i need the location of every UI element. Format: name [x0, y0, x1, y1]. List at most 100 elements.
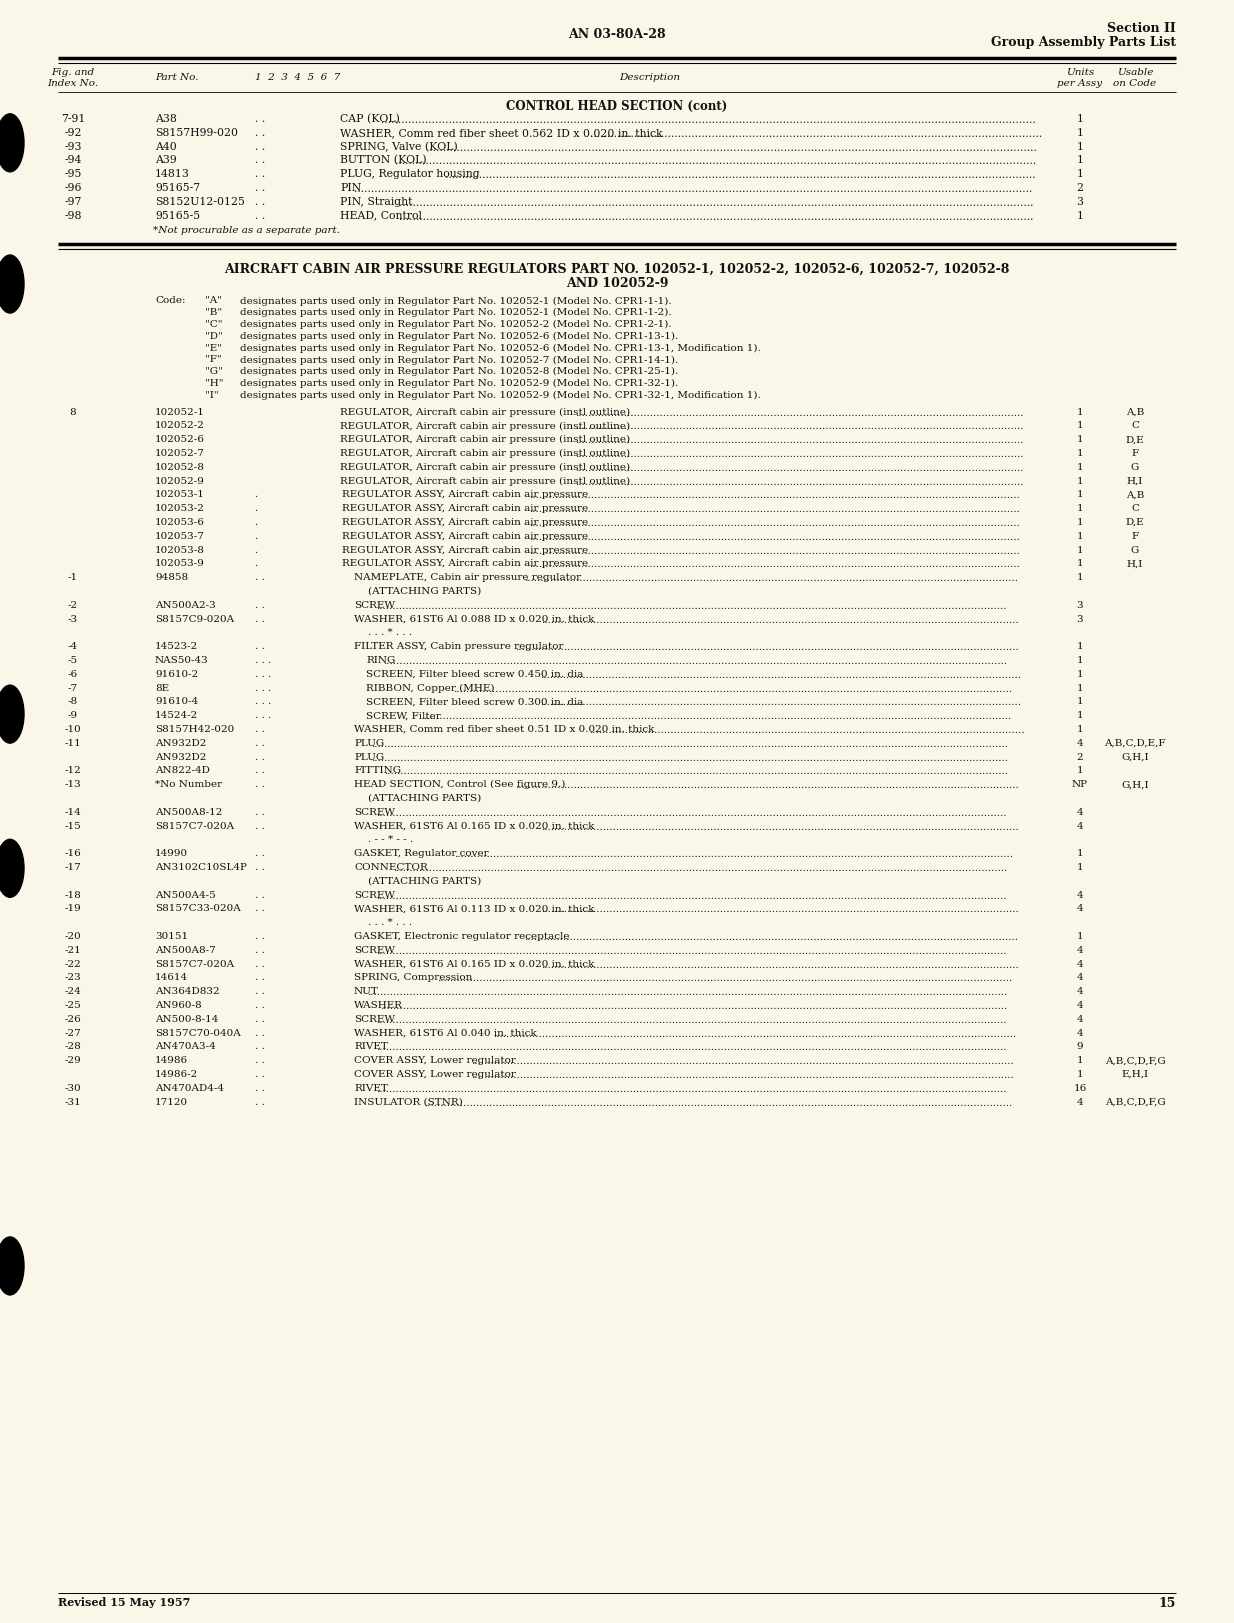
- Text: SPRING, Compression: SPRING, Compression: [354, 974, 473, 982]
- Text: . .: . .: [255, 1001, 268, 1010]
- Text: -7: -7: [68, 683, 78, 693]
- Text: C: C: [1132, 422, 1139, 430]
- Text: H,I: H,I: [1127, 477, 1143, 485]
- Text: . .: . .: [255, 573, 268, 583]
- Text: -12: -12: [64, 766, 81, 776]
- Text: ................................................................................: ........................................…: [385, 768, 1008, 776]
- Text: WASHER: WASHER: [354, 1001, 404, 1010]
- Text: . . . * . . .: . . . * . . .: [368, 628, 412, 638]
- Text: ................................................................................: ........................................…: [529, 547, 1019, 555]
- Text: ................................................................................: ........................................…: [437, 974, 1012, 984]
- Text: AN932D2: AN932D2: [155, 738, 206, 748]
- Text: designates parts used only in Regulator Part No. 102052-1 (Model No. CPR1-1-1).: designates parts used only in Regulator …: [239, 297, 671, 305]
- Ellipse shape: [0, 685, 23, 743]
- Text: 2: 2: [1077, 753, 1083, 761]
- Text: . .: . .: [255, 615, 268, 623]
- Text: AN470AD4-4: AN470AD4-4: [155, 1084, 225, 1092]
- Text: . .: . .: [255, 1084, 268, 1092]
- Text: D,E: D,E: [1125, 435, 1144, 445]
- Text: D,E: D,E: [1125, 518, 1144, 527]
- Text: AIRCRAFT CABIN AIR PRESSURE REGULATORS PART NO. 102052-1, 102052-2, 102052-6, 10: AIRCRAFT CABIN AIR PRESSURE REGULATORS P…: [225, 263, 1009, 276]
- Text: CONNECTOR: CONNECTOR: [354, 863, 428, 872]
- Text: A,B,C,D,F,G: A,B,C,D,F,G: [1104, 1097, 1165, 1107]
- Text: RIVET: RIVET: [354, 1084, 387, 1092]
- Text: AND 102052-9: AND 102052-9: [565, 278, 669, 291]
- Text: GASKET, Regulator cover: GASKET, Regulator cover: [354, 849, 489, 859]
- Text: COVER ASSY, Lower regulator: COVER ASSY, Lower regulator: [354, 1057, 516, 1065]
- Text: WASHER, 61ST6 Al 0.088 ID x 0.020 in. thick: WASHER, 61ST6 Al 0.088 ID x 0.020 in. th…: [354, 615, 595, 623]
- Text: ................................................................................: ........................................…: [422, 712, 1011, 721]
- Text: 4: 4: [1077, 808, 1083, 816]
- Text: REGULATOR ASSY, Aircraft cabin air pressure: REGULATOR ASSY, Aircraft cabin air press…: [342, 560, 589, 568]
- Text: ................................................................................: ........................................…: [375, 946, 1006, 956]
- Text: GASKET, Electronic regulator receptacle: GASKET, Electronic regulator receptacle: [354, 932, 570, 941]
- Text: ................................................................................: ........................................…: [375, 602, 1006, 610]
- Text: ................................................................................: ........................................…: [529, 532, 1019, 542]
- Text: ................................................................................: ........................................…: [529, 560, 1019, 570]
- Text: . .: . .: [255, 863, 268, 872]
- Text: -26: -26: [64, 1014, 81, 1024]
- Text: 4: 4: [1077, 1014, 1083, 1024]
- Text: -9: -9: [68, 711, 78, 721]
- Text: -16: -16: [64, 849, 81, 859]
- Text: 1: 1: [1076, 128, 1083, 138]
- Text: REGULATOR ASSY, Aircraft cabin air pressure: REGULATOR ASSY, Aircraft cabin air press…: [342, 532, 589, 540]
- Text: 1: 1: [1077, 560, 1083, 568]
- Text: designates parts used only in Regulator Part No. 102052-7 (Model No. CPR1-14-1).: designates parts used only in Regulator …: [239, 355, 679, 365]
- Text: 1: 1: [1077, 711, 1083, 721]
- Text: PLUG: PLUG: [354, 738, 384, 748]
- Text: . .: . .: [255, 808, 268, 816]
- Text: . .: . .: [255, 1014, 268, 1024]
- Text: ................................................................................: ........................................…: [575, 409, 1023, 417]
- Text: -13: -13: [64, 781, 81, 789]
- Text: .: .: [255, 532, 262, 540]
- Text: RIVET: RIVET: [354, 1042, 387, 1052]
- Text: REGULATOR, Aircraft cabin air pressure (instl outline): REGULATOR, Aircraft cabin air pressure (…: [341, 435, 631, 445]
- Text: A,B: A,B: [1125, 490, 1144, 500]
- Text: CONTROL HEAD SECTION (cont): CONTROL HEAD SECTION (cont): [506, 101, 728, 114]
- Text: AN470A3-4: AN470A3-4: [155, 1042, 216, 1052]
- Text: ................................................................................: ........................................…: [354, 183, 1032, 195]
- Text: S8157H42-020: S8157H42-020: [155, 725, 234, 734]
- Text: HEAD, Control: HEAD, Control: [341, 211, 422, 221]
- Text: ................................................................................: ........................................…: [540, 670, 1021, 680]
- Text: ................................................................................: ........................................…: [589, 725, 1024, 735]
- Text: . . .: . . .: [255, 683, 274, 693]
- Text: WASHER, 61ST6 Al 0.165 ID x 0.020 in. thick: WASHER, 61ST6 Al 0.165 ID x 0.020 in. th…: [354, 959, 595, 969]
- Text: (ATTACHING PARTS): (ATTACHING PARTS): [368, 794, 481, 803]
- Text: AN822-4D: AN822-4D: [155, 766, 210, 776]
- Text: AN500A8-12: AN500A8-12: [155, 808, 222, 816]
- Text: PIN, Straight: PIN, Straight: [341, 196, 412, 206]
- Text: WASHER, 61ST6 Al 0.113 ID x 0.020 in. thick: WASHER, 61ST6 Al 0.113 ID x 0.020 in. th…: [354, 904, 595, 914]
- Text: ................................................................................: ........................................…: [375, 891, 1006, 901]
- Text: 3: 3: [1077, 601, 1083, 610]
- Text: SCREW, Filter: SCREW, Filter: [366, 711, 441, 721]
- Text: 102053-8: 102053-8: [155, 545, 205, 555]
- Text: -10: -10: [64, 725, 81, 734]
- Text: designates parts used only in Regulator Part No. 102052-8 (Model No. CPR1-25-1).: designates parts used only in Regulator …: [239, 367, 679, 377]
- Text: REGULATOR, Aircraft cabin air pressure (instl outline): REGULATOR, Aircraft cabin air pressure (…: [341, 450, 631, 458]
- Text: 102052-6: 102052-6: [155, 435, 205, 445]
- Text: designates parts used only in Regulator Part No. 102052-9 (Model No. CPR1-32-1, : designates parts used only in Regulator …: [239, 391, 760, 399]
- Text: ................................................................................: ........................................…: [575, 450, 1023, 459]
- Text: .: .: [255, 490, 262, 500]
- Text: ................................................................................: ........................................…: [575, 422, 1023, 432]
- Text: Units: Units: [1066, 68, 1095, 76]
- Text: ................................................................................: ........................................…: [529, 505, 1019, 514]
- Text: ................................................................................: ........................................…: [515, 781, 1019, 790]
- Text: -29: -29: [64, 1057, 81, 1065]
- Text: -1: -1: [68, 573, 78, 583]
- Text: "F": "F": [205, 355, 222, 365]
- Text: 1: 1: [1077, 573, 1083, 583]
- Text: ................................................................................: ........................................…: [471, 1071, 1014, 1079]
- Text: Index No.: Index No.: [47, 80, 99, 88]
- Text: F: F: [1132, 450, 1139, 458]
- Text: 4: 4: [1077, 904, 1083, 914]
- Text: WASHER, Comm red fiber sheet 0.562 ID x 0.020 in. thick: WASHER, Comm red fiber sheet 0.562 ID x …: [341, 128, 663, 138]
- Text: .: .: [255, 560, 262, 568]
- Text: -2: -2: [68, 601, 78, 610]
- Text: 14614: 14614: [155, 974, 188, 982]
- Text: -31: -31: [64, 1097, 81, 1107]
- Text: 2: 2: [1076, 183, 1083, 193]
- Text: 91610-4: 91610-4: [155, 698, 199, 706]
